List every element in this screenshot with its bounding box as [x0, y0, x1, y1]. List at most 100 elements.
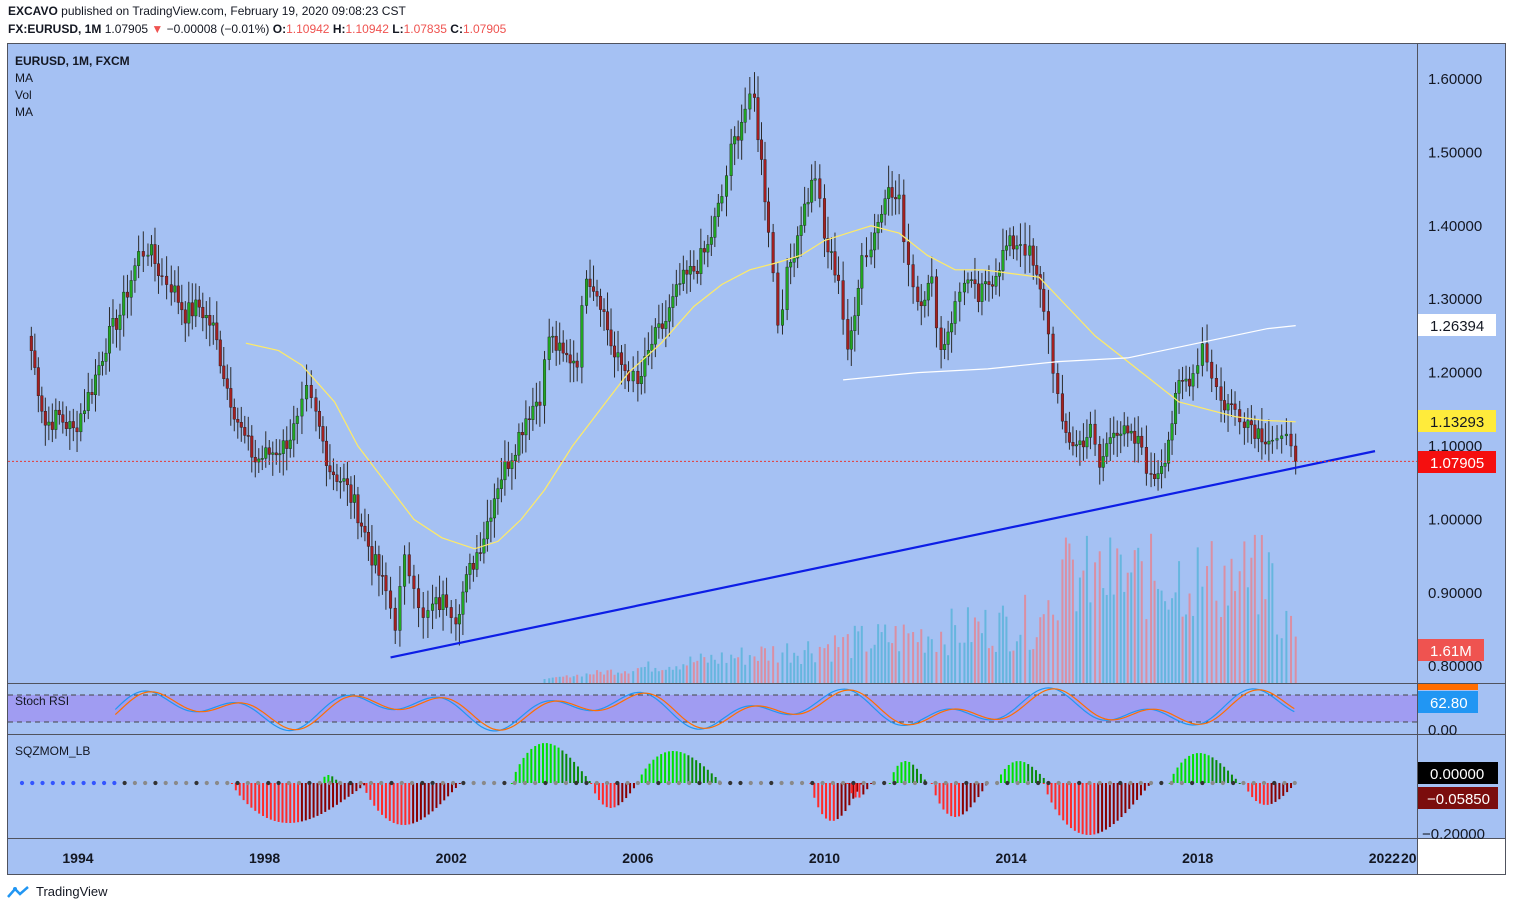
volume-bar — [763, 648, 766, 683]
sqz-bar — [969, 783, 972, 808]
volume-bar — [786, 643, 789, 683]
volume-bar — [733, 658, 736, 683]
sqz-title[interactable]: SQZMOM_LB — [15, 744, 90, 758]
ma-white-badge — [1418, 314, 1496, 336]
sqz-zero-dot — [358, 780, 363, 786]
candle-body — [75, 427, 79, 433]
sqz-zero-text: 0.00000 — [1430, 766, 1484, 783]
sqz-bar — [870, 783, 873, 784]
candle-body — [627, 370, 631, 382]
volume-bar — [927, 636, 930, 683]
footer-brand[interactable]: TradingView — [6, 884, 108, 899]
sqz-bar — [1066, 783, 1069, 825]
candle-body — [1184, 378, 1188, 382]
time-axis-pane[interactable] — [8, 839, 1417, 874]
volume-bar — [1276, 634, 1279, 683]
candle-body — [685, 269, 689, 275]
volume-bar — [632, 671, 635, 683]
candle-body — [246, 435, 250, 437]
volume-bar — [833, 635, 836, 683]
sqz-bar — [514, 771, 517, 783]
legend-ma-2[interactable]: MA — [15, 105, 33, 119]
volume-bar — [643, 666, 646, 683]
sqz-bar — [324, 783, 327, 812]
sqz-bar — [384, 783, 387, 819]
candle-body — [114, 318, 118, 330]
candle-body — [417, 588, 421, 608]
candle-body — [1210, 361, 1214, 379]
sqz-bar — [553, 745, 556, 783]
candle-body — [1126, 425, 1130, 434]
sqz-zero-dot — [30, 780, 35, 786]
candle-body — [160, 275, 164, 277]
volume-bar — [664, 669, 667, 683]
candle-body — [71, 421, 75, 429]
candle-body — [79, 413, 83, 433]
sqz-bar — [526, 752, 529, 783]
ma-yellow-badge — [1418, 410, 1496, 432]
stoch-band — [8, 695, 1417, 722]
volume-bar — [1089, 602, 1092, 683]
time-tick-label: 1994 — [62, 850, 93, 866]
sqz-bar — [640, 774, 643, 783]
candle-body — [1275, 438, 1279, 441]
sqz-pane[interactable] — [8, 735, 1417, 838]
down-arrow-icon: ▼ — [151, 22, 164, 36]
sqz-bar — [431, 783, 434, 812]
sqz-zero-dot — [923, 780, 928, 786]
candle-body — [818, 178, 822, 199]
sqz-zero-dot — [327, 780, 333, 786]
volume-bar — [1230, 558, 1233, 683]
stoch-title[interactable]: Stoch RSI — [15, 694, 69, 708]
legend-vol[interactable]: Vol — [15, 88, 32, 102]
legend-ma-1[interactable]: MA — [15, 71, 33, 85]
price-tick-label: 0.90000 — [1428, 585, 1482, 602]
main-pane[interactable] — [8, 44, 1417, 683]
candle-body — [699, 248, 703, 274]
volume-bar — [1042, 614, 1045, 683]
candle-body — [257, 458, 261, 463]
candle-body — [1267, 440, 1271, 445]
candle-body — [1144, 447, 1148, 474]
sqz-zero-dot — [194, 780, 199, 786]
stoch-zero-tick: 0.00 — [1428, 722, 1457, 739]
candle-body — [36, 367, 40, 396]
candle-body — [950, 323, 954, 333]
volume-bar — [1223, 565, 1226, 683]
volume-bar — [596, 670, 599, 683]
candle-body — [822, 198, 826, 239]
volume-bar — [717, 663, 720, 683]
volume-bar — [558, 676, 561, 683]
volume-bar — [624, 671, 627, 683]
candle-body — [445, 594, 449, 608]
candle-body — [671, 296, 675, 308]
sqz-zero-dot — [1159, 780, 1164, 786]
volume-bar — [870, 648, 873, 683]
volume-bar — [1188, 593, 1191, 683]
candle-body — [471, 563, 475, 570]
sqz-bar — [277, 783, 280, 822]
sqz-zero-dot — [974, 780, 979, 786]
sqz-bar — [710, 773, 713, 783]
sqz-bar — [339, 783, 342, 803]
volume-bar — [947, 655, 950, 683]
volume-bar — [661, 670, 664, 683]
candle-body — [363, 525, 367, 533]
sqz-bar — [392, 783, 395, 823]
sqz-zero-dot — [882, 780, 887, 786]
volume-bar — [857, 631, 860, 683]
sqz-bar — [1215, 760, 1218, 783]
volume-bar — [807, 641, 810, 683]
sqz-bar — [609, 783, 612, 808]
volume-bar — [1157, 588, 1160, 683]
sqz-zero-dot — [841, 780, 846, 786]
volume-bar — [1294, 636, 1297, 683]
sqz-bar — [320, 783, 323, 814]
sqz-bar — [355, 783, 358, 792]
sqz-bar — [973, 783, 976, 803]
candle-body — [389, 590, 393, 609]
volume-bar — [737, 657, 740, 683]
chart-frame[interactable] — [7, 43, 1506, 875]
last-value: 1.07905 — [104, 22, 149, 36]
